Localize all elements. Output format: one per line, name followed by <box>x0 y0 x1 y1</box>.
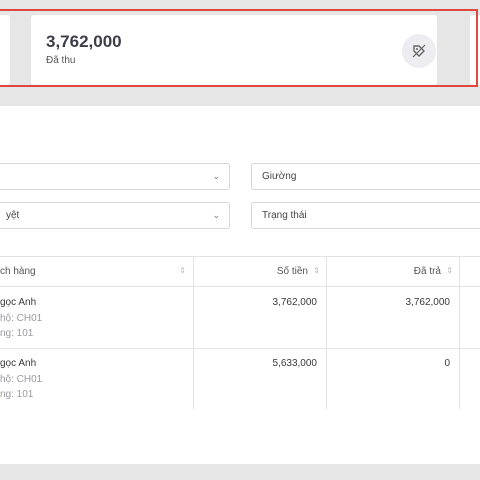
chevron-down-icon: ⌄ <box>212 210 220 220</box>
header-amount[interactable]: Số tiền ⇕ <box>193 256 326 287</box>
filter-select-top-left[interactable]: ⌄ <box>0 163 230 190</box>
customer-apartment: hộ: CH01 <box>0 313 43 324</box>
paid-value: 3,762,000 <box>46 32 122 51</box>
main-panel: ⌄ Giường yệt ⌄ Trạng thái ch hàng ⇕ Số t… <box>0 106 480 464</box>
approval-select-value: yệt <box>6 210 20 221</box>
approval-select[interactable]: yệt ⌄ <box>0 202 230 229</box>
status-select-placeholder: Trạng thái <box>262 210 307 221</box>
header-customer-label: ch hàng <box>0 266 36 277</box>
header-next <box>459 256 480 287</box>
tag-icon <box>402 34 436 68</box>
amount-value: 5,633,000 <box>272 358 318 369</box>
customer-name: gọc Anh <box>0 297 37 308</box>
paid-label: Đã thu <box>46 55 76 66</box>
status-select[interactable]: Trạng thái <box>251 202 480 229</box>
row-divider <box>0 348 480 349</box>
customer-apartment: hộ: CH01 <box>0 374 43 385</box>
header-amount-label: Số tiền <box>276 266 308 277</box>
customer-room: ng: 101 <box>0 328 34 339</box>
customer-name: gọc Anh <box>0 358 37 369</box>
stat-card-paid: 3,762,000 Đã thu <box>31 15 437 85</box>
bed-select[interactable]: Giường <box>251 163 480 190</box>
amount-value: 3,762,000 <box>272 297 318 308</box>
paid-value-cell: 0 <box>444 358 450 369</box>
paid-value-cell: 3,762,000 <box>405 297 451 308</box>
header-paid-label: Đã trả <box>413 266 441 277</box>
sort-icon[interactable]: ⇕ <box>446 266 453 275</box>
sort-icon[interactable]: ⇕ <box>313 266 320 275</box>
column-divider <box>326 256 327 409</box>
sort-icon[interactable]: ⇕ <box>179 266 186 275</box>
bed-select-placeholder: Giường <box>262 171 297 182</box>
chevron-down-icon: ⌄ <box>212 171 220 181</box>
header-paid[interactable]: Đã trả ⇕ <box>326 256 459 287</box>
column-divider <box>459 256 460 409</box>
customer-room: ng: 101 <box>0 389 34 400</box>
table-top-border <box>0 256 480 257</box>
selection-highlight <box>0 9 478 87</box>
stat-card-right <box>470 15 480 85</box>
header-customer[interactable]: ch hàng ⇕ <box>0 256 193 287</box>
stat-card-left <box>0 15 10 85</box>
column-divider <box>193 256 194 409</box>
